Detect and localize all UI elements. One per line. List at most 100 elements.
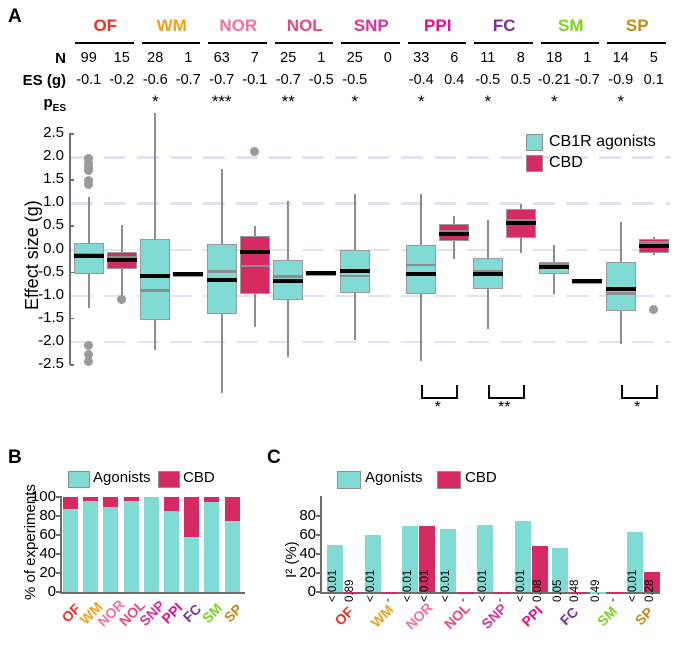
panel-a-tick (70, 133, 74, 135)
panel-c-xcat-nor: NOR (402, 599, 436, 633)
panel-a-ytick-0p0: 0.0 (43, 239, 64, 257)
median-line (273, 278, 304, 283)
panel-b-bar-agonists-of (63, 509, 78, 592)
median-line (572, 279, 603, 284)
mean-line (406, 263, 437, 267)
task-header-nol: NOL (286, 16, 323, 35)
panel-c-ytick-80: 80 (299, 507, 316, 524)
panel-a-tick (70, 271, 74, 274)
mean-line (472, 270, 503, 273)
es-cbd-nol: -0.5 (308, 72, 334, 88)
n-cbd-fc: 8 (516, 50, 525, 66)
pes-stars-wm: * (151, 92, 159, 111)
panel-c-tick (316, 534, 320, 536)
es-cbd-fc: 0.5 (510, 72, 531, 88)
pes-stars-fc: * (484, 92, 492, 111)
whisker (154, 113, 157, 351)
panel-b-bar-agonists-nol (123, 500, 139, 592)
median-line (638, 243, 669, 248)
panel-c-bar-agonists-snp (477, 524, 493, 592)
panel-b-legend-label-cbd: CBD (183, 469, 215, 486)
es-cbd-nor: -0.1 (242, 72, 268, 88)
panel-b-tick (56, 591, 60, 593)
median-line (206, 277, 237, 282)
panel-c-bar-cbd-sm (606, 592, 623, 594)
panel-b-ytick-80: 80 (39, 507, 56, 524)
outlier-point (117, 294, 127, 304)
es-cbd-ppi: 0.4 (444, 72, 465, 88)
panel-c-bar-cbd-snp (494, 592, 510, 594)
panel-c-xcat-sm: SM (593, 602, 620, 630)
panel-b-bar-agonists-nor (103, 506, 119, 592)
panel-a-ytick-neg2p5: -2.5 (38, 355, 64, 372)
panel-c-tick (316, 553, 320, 555)
es-cbd-sp: 0.1 (643, 72, 664, 88)
panel-b-bar-cbd-sp (224, 497, 240, 521)
panel-b-bar-cbd-nol (123, 497, 139, 501)
panel-b-letter: B (8, 447, 22, 468)
panel-c-bar-agonists-ppi (514, 520, 531, 592)
outlier-point (649, 305, 659, 315)
bracket-sp (620, 385, 658, 399)
panel-a-tick (70, 364, 74, 366)
panel-a-gridline-0 (71, 248, 670, 251)
outlier-point (84, 349, 94, 359)
panel-b-tick (56, 534, 60, 536)
panel-b-legend-swatch-cbd (158, 471, 180, 488)
panel-c-ytick-40: 40 (299, 545, 316, 562)
outlier-point (84, 340, 94, 350)
panel-c-xcat-nol: NOL (440, 599, 473, 633)
outlier-point (84, 165, 94, 175)
panel-b-bar-agonists-fc (184, 536, 200, 592)
es-agonist-ppi: -0.4 (408, 72, 434, 88)
panel-c-tick (316, 591, 320, 593)
n-cbd-nol: 1 (317, 50, 326, 66)
panel-c-ytick-0: 0 (307, 583, 316, 600)
panel-c-pval-agonists-of: < 0.01 (327, 569, 339, 602)
es-agonist-sm: -0.21 (537, 72, 571, 88)
box (140, 239, 171, 320)
mean-line (239, 264, 270, 268)
panel-a-tick (70, 317, 74, 320)
task-header-of: OF (93, 16, 118, 35)
panel-c-pval-agonists-fc: 0.05 (552, 579, 564, 602)
panel-b-yaxis-line (60, 496, 62, 593)
n-agonist-fc: 11 (480, 50, 496, 66)
panel-b-tick (56, 553, 60, 555)
panel-b-xaxis-line (60, 592, 245, 594)
panel-b-bar-cbd-of (63, 497, 78, 510)
median-line (173, 271, 204, 276)
median-line (239, 249, 270, 254)
panel-c-tick (316, 515, 320, 517)
panel-a-gridline-2 (71, 156, 670, 159)
panel-c-bar-cbd-fc (569, 592, 585, 594)
task-rule-of (75, 42, 134, 44)
panel-c-bar-cbd-nol (456, 592, 473, 594)
bracket-fc (487, 385, 525, 399)
panel-b-bar-agonists-ppi (164, 511, 179, 592)
mean-line (106, 256, 137, 259)
panel-b-ytick-0: 0 (47, 583, 56, 600)
n-cbd-snp: 0 (383, 50, 392, 66)
panel-c-xcat-sp: SP (631, 603, 657, 629)
panel-a-gridline-neg1 (71, 294, 670, 298)
row-label-es: ES (g) (22, 72, 66, 89)
task-header-sm: SM (558, 16, 584, 35)
panel-c-bar-agonists-sm (589, 592, 606, 594)
panel-b-ytick-100: 100 (30, 488, 56, 505)
panel-b-ytick-60: 60 (39, 526, 56, 543)
panel-c-bar-cbd-sp (644, 572, 660, 592)
mean-line (140, 289, 171, 292)
panel-a-ytick-2p5: 2.5 (43, 124, 64, 141)
mean-line (439, 230, 470, 233)
mean-line (339, 274, 370, 278)
median-line (505, 220, 536, 225)
panel-a-yaxis-line (69, 133, 71, 365)
task-rule-snp (341, 42, 400, 44)
mean-line (206, 270, 237, 273)
pes-stars-nor: *** (211, 92, 232, 111)
panel-b-tick (56, 515, 60, 517)
panel-c-xcat-wm: WM (367, 601, 396, 631)
panel-b-tick (56, 572, 60, 574)
task-header-fc: FC (492, 16, 516, 35)
